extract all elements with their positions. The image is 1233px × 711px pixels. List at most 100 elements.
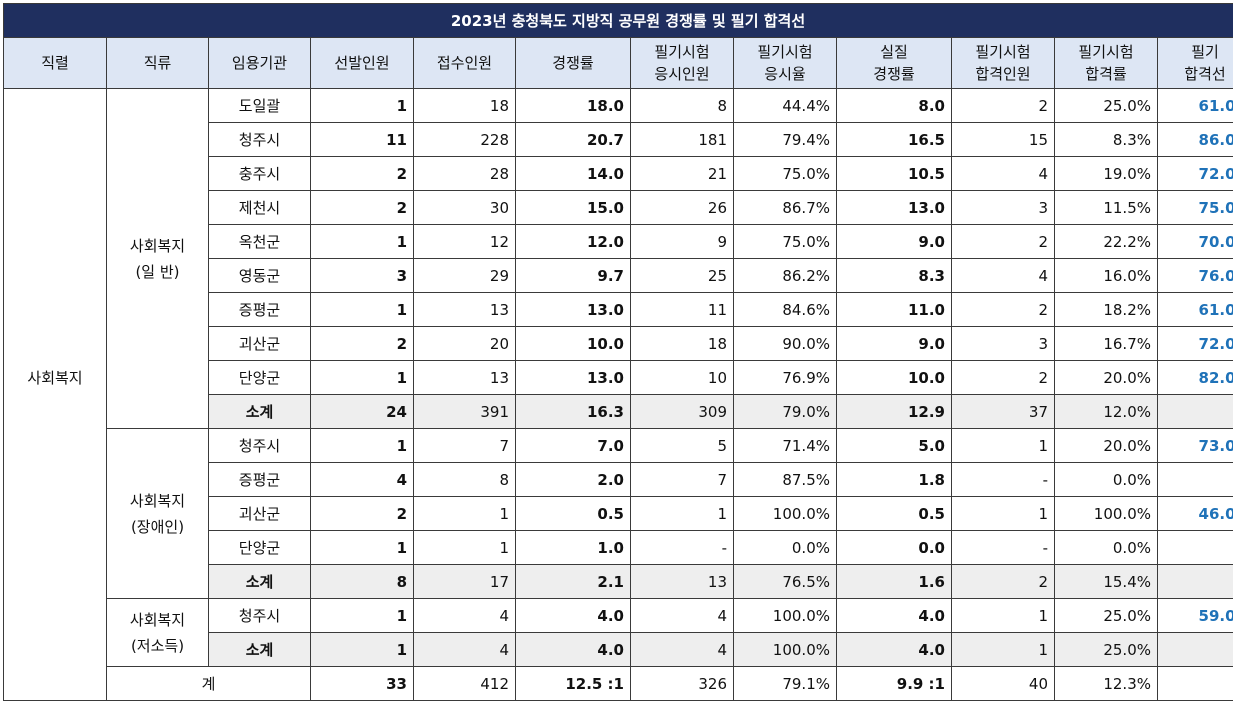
pass-rate-cell: 25.0% xyxy=(1055,599,1158,633)
takers-cell: 5 xyxy=(631,429,734,463)
take-rate-cell: 84.6% xyxy=(734,293,837,327)
applied-cell: 30 xyxy=(414,191,516,225)
passed-cell: 1 xyxy=(952,633,1055,667)
rate-cell: 13.0 xyxy=(516,293,631,327)
org-cell: 도일괄 xyxy=(209,89,311,123)
header-subseries: 직류 xyxy=(107,38,209,89)
passed-cell: 4 xyxy=(952,259,1055,293)
selected-cell: 2 xyxy=(311,191,414,225)
passed-cell: 2 xyxy=(952,293,1055,327)
org-cell: 소계 xyxy=(209,395,311,429)
cutoff-cell: 61.00 xyxy=(1158,293,1233,327)
org-cell: 충주시 xyxy=(209,157,311,191)
take-rate-cell: 0.0% xyxy=(734,531,837,565)
applied-cell: 391 xyxy=(414,395,516,429)
header-org: 임용기관 xyxy=(209,38,311,89)
take-rate-cell: 75.0% xyxy=(734,157,837,191)
selected-cell: 4 xyxy=(311,463,414,497)
takers-cell: 7 xyxy=(631,463,734,497)
pass-rate-cell: 18.2% xyxy=(1055,293,1158,327)
total-passed: 40 xyxy=(952,667,1055,701)
cutoff-cell: 73.00 xyxy=(1158,429,1233,463)
takers-cell: 10 xyxy=(631,361,734,395)
selected-cell: 1 xyxy=(311,225,414,259)
header-pass-rate: 필기시험 합격률 xyxy=(1055,38,1158,89)
rate-cell: 14.0 xyxy=(516,157,631,191)
applied-cell: 18 xyxy=(414,89,516,123)
pass-rate-cell: 8.3% xyxy=(1055,123,1158,157)
org-cell: 청주시 xyxy=(209,123,311,157)
take-rate-cell: 79.0% xyxy=(734,395,837,429)
cutoff-cell xyxy=(1158,633,1233,667)
rate-cell: 2.0 xyxy=(516,463,631,497)
org-cell: 괴산군 xyxy=(209,497,311,531)
applied-cell: 8 xyxy=(414,463,516,497)
passed-cell: 1 xyxy=(952,429,1055,463)
applied-cell: 1 xyxy=(414,497,516,531)
total-rate: 12.5 :1 xyxy=(516,667,631,701)
take-rate-cell: 90.0% xyxy=(734,327,837,361)
rate-cell: 13.0 xyxy=(516,361,631,395)
takers-cell: 21 xyxy=(631,157,734,191)
total-takers: 326 xyxy=(631,667,734,701)
passed-cell: 2 xyxy=(952,225,1055,259)
takers-cell: 4 xyxy=(631,633,734,667)
applied-cell: 228 xyxy=(414,123,516,157)
header-takers: 필기시험 응시인원 xyxy=(631,38,734,89)
real-rate-cell: 0.5 xyxy=(837,497,952,531)
real-rate-cell: 5.0 xyxy=(837,429,952,463)
take-rate-cell: 87.5% xyxy=(734,463,837,497)
take-rate-cell: 71.4% xyxy=(734,429,837,463)
selected-cell: 3 xyxy=(311,259,414,293)
selected-cell: 8 xyxy=(311,565,414,599)
real-rate-cell: 1.8 xyxy=(837,463,952,497)
org-cell: 제천시 xyxy=(209,191,311,225)
real-rate-cell: 10.5 xyxy=(837,157,952,191)
selected-cell: 1 xyxy=(311,429,414,463)
org-cell: 옥천군 xyxy=(209,225,311,259)
real-rate-cell: 13.0 xyxy=(837,191,952,225)
takers-cell: 26 xyxy=(631,191,734,225)
org-cell: 괴산군 xyxy=(209,327,311,361)
applied-cell: 4 xyxy=(414,599,516,633)
cutoff-cell: 86.00 xyxy=(1158,123,1233,157)
selected-cell: 2 xyxy=(311,327,414,361)
cutoff-cell: 75.00 xyxy=(1158,191,1233,225)
takers-cell: 8 xyxy=(631,89,734,123)
total-applied: 412 xyxy=(414,667,516,701)
rate-cell: 2.1 xyxy=(516,565,631,599)
pass-rate-cell: 25.0% xyxy=(1055,633,1158,667)
pass-rate-cell: 100.0% xyxy=(1055,497,1158,531)
pass-rate-cell: 20.0% xyxy=(1055,361,1158,395)
takers-cell: 181 xyxy=(631,123,734,157)
header-cutoff: 필기 합격선 xyxy=(1158,38,1233,89)
cutoff-cell: 72.00 xyxy=(1158,327,1233,361)
real-rate-cell: 4.0 xyxy=(837,633,952,667)
total-real-rate: 9.9 :1 xyxy=(837,667,952,701)
pass-rate-cell: 20.0% xyxy=(1055,429,1158,463)
takers-cell: 1 xyxy=(631,497,734,531)
rate-cell: 9.7 xyxy=(516,259,631,293)
cutoff-cell: - xyxy=(1158,463,1233,497)
subseries-cell: 사회복지 (일 반) xyxy=(107,89,209,429)
takers-cell: 309 xyxy=(631,395,734,429)
pass-rate-cell: 16.0% xyxy=(1055,259,1158,293)
real-rate-cell: 11.0 xyxy=(837,293,952,327)
selected-cell: 2 xyxy=(311,497,414,531)
pass-rate-cell: 0.0% xyxy=(1055,463,1158,497)
take-rate-cell: 86.7% xyxy=(734,191,837,225)
takers-cell: - xyxy=(631,531,734,565)
header-series: 직렬 xyxy=(4,38,107,89)
applied-cell: 4 xyxy=(414,633,516,667)
total-blank-cell xyxy=(4,667,107,701)
passed-cell: - xyxy=(952,463,1055,497)
applied-cell: 1 xyxy=(414,531,516,565)
header-selected: 선발인원 xyxy=(311,38,414,89)
rate-cell: 1.0 xyxy=(516,531,631,565)
cutoff-cell: 82.00 xyxy=(1158,361,1233,395)
selected-cell: 2 xyxy=(311,157,414,191)
real-rate-cell: 9.0 xyxy=(837,225,952,259)
